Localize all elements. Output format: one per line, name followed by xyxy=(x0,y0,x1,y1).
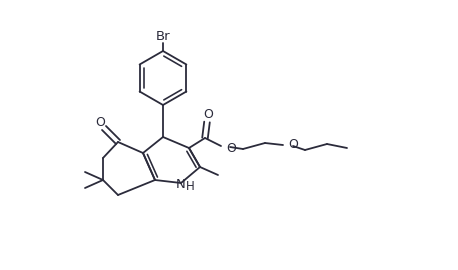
Text: Br: Br xyxy=(156,29,170,42)
Text: O: O xyxy=(203,109,213,122)
Text: O: O xyxy=(95,116,105,129)
Text: O: O xyxy=(226,141,236,154)
Text: O: O xyxy=(288,139,298,151)
Text: H: H xyxy=(185,180,194,193)
Text: N: N xyxy=(176,177,186,191)
